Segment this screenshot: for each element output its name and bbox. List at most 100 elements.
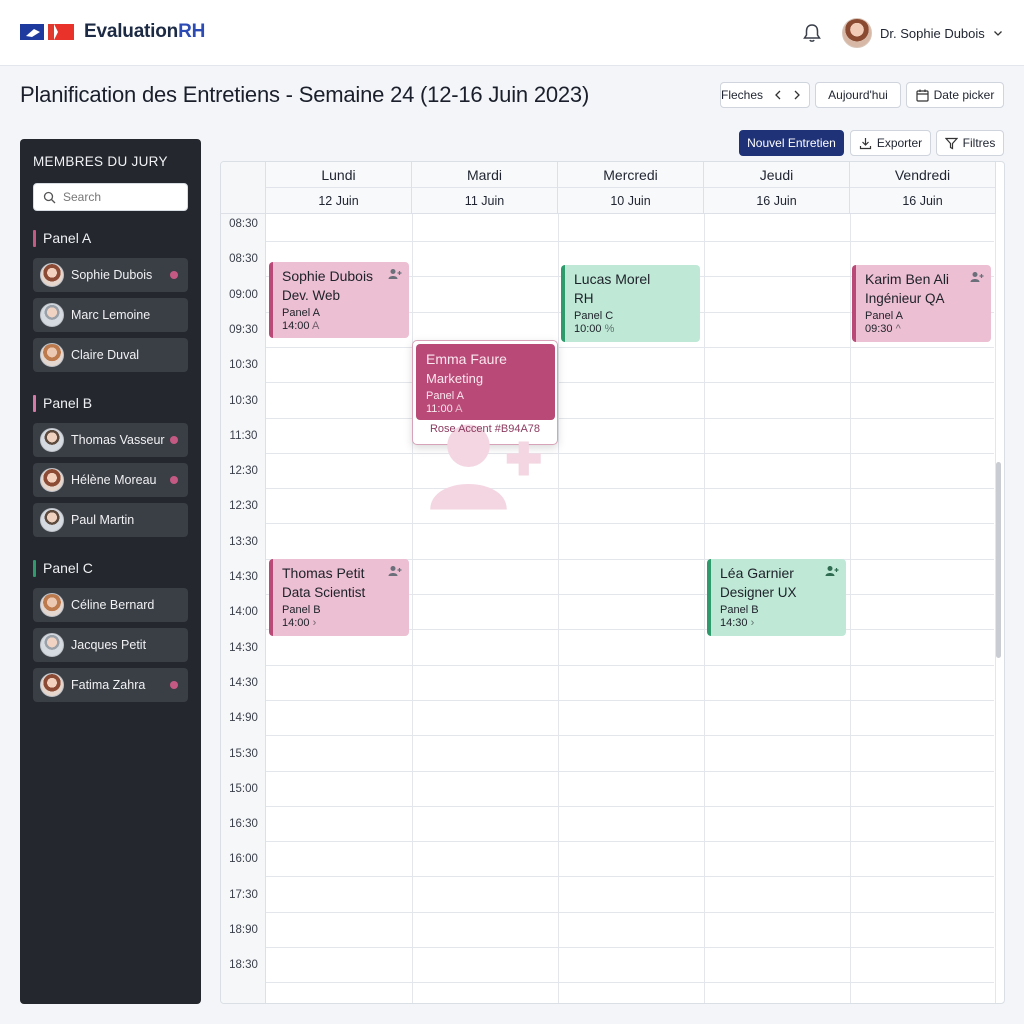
download-icon [859,137,871,149]
search-box[interactable] [33,183,188,211]
day-date: 16 Juin [756,194,797,208]
status-dot [170,476,178,484]
search-input[interactable] [63,190,173,204]
grid-row-line [266,911,994,913]
event-time-value: 14:00 [282,320,310,332]
filter-button[interactable]: Filtres [936,130,1004,156]
add-person-icon[interactable] [388,268,402,280]
panel-b-color-bar [33,394,36,412]
event-thomas-petit[interactable]: Thomas Petit Data Scientist Panel B 14:0… [269,559,409,636]
time-label: 14:30 [229,571,258,583]
avatar [40,428,64,452]
member-helene-moreau[interactable]: Hélène Moreau [33,463,188,497]
event-lucas-morel[interactable]: Lucas Morel RH Panel C 10:00 % [561,265,700,342]
member-thomas-vasseur[interactable]: Thomas Vasseur [33,423,188,457]
bell-icon[interactable] [802,22,822,44]
panel-b-heading[interactable]: Panel B [33,394,92,412]
status-dot [170,436,178,444]
time-label: 17:30 [229,888,258,901]
member-claire-duval[interactable]: Claire Duval [33,338,188,372]
event-mark: › [312,617,317,629]
member-name: Claire Duval [71,348,140,362]
member-name: Céline Bernard [71,598,155,612]
chevron-right-icon[interactable] [790,89,804,101]
day-header-mercredi[interactable]: Mercredi 10 Juin [558,162,704,214]
panel-a-heading[interactable]: Panel A [33,229,91,247]
event-emma-faure-selected[interactable]: Emma Faure Marketing Panel A 11:00 A Ros… [412,340,558,510]
grid-row-line [266,876,994,878]
member-paul-martin[interactable]: Paul Martin [33,503,188,537]
grid-row-line [266,947,994,948]
member-jacques-petit[interactable]: Jacques Petit [33,628,188,662]
time-label: 09:30 [229,323,258,336]
time-label: 12:30 [229,500,258,513]
calendar-scrollbar[interactable] [996,462,1001,658]
app-logo[interactable]: EvaluationRH [20,20,205,44]
avatar [40,673,64,697]
member-sophie-dubois[interactable]: Sophie Dubois [33,258,188,292]
day-header-lundi[interactable]: Lundi 12 Juin [266,162,412,214]
event-name: Emma Faure [426,351,507,367]
sidebar-title: MEMBRES DU JURY [33,154,168,169]
export-button[interactable]: Exporter [850,130,931,156]
event-role: Marketing [426,371,484,386]
day-header-jeudi[interactable]: Jeudi 16 Juin [704,162,850,214]
member-name: Paul Martin [71,513,135,527]
today-button[interactable]: Aujourd'hui [815,82,901,108]
event-mark: › [750,617,755,629]
day-header-vendredi[interactable]: Vendredi 16 Juin [850,162,996,214]
add-person-icon[interactable] [426,416,545,518]
grid-row-line [266,629,994,631]
event-lea-garnier[interactable]: Léa Garnier Designer UX Panel B 14:30 › [707,559,846,636]
user-menu[interactable]: Dr. Sophie Dubois [842,16,1003,50]
top-bar: EvaluationRH Dr. Sophie Dubois [0,0,1024,66]
panel-c-heading[interactable]: Panel C [33,559,93,577]
grid-row-line [266,346,994,348]
event-panel: Panel A [282,307,320,319]
member-name: Sophie Dubois [71,268,153,282]
time-label: 14:30 [229,676,258,689]
new-interview-button[interactable]: Nouvel Entretien [739,130,844,156]
time-label: 16:30 [229,818,258,831]
day-name: Vendredi [850,162,995,188]
add-person-icon[interactable] [388,565,402,577]
avatar [40,263,64,287]
day-header-mardi[interactable]: Mardi 11 Juin [412,162,558,214]
grid-row-line [266,382,994,384]
calendar-icon [916,89,929,102]
grid-row-line [266,735,994,737]
grid-column-line [850,214,851,1003]
avatar [40,633,64,657]
event-time: 10:00 % [574,323,691,336]
avatar [40,468,64,492]
member-marc-lemoine[interactable]: Marc Lemoine [33,298,188,332]
grid-row-line [266,770,994,772]
grid-row-line [266,664,994,666]
event-karim-ben-ali[interactable]: Karim Ben Ali Ingénieur QA Panel A 09:30… [852,265,991,342]
export-label: Exporter [876,136,923,150]
event-name: Lucas Morel [574,271,651,287]
event-role: Data Scientist [282,585,366,600]
chevron-left-icon[interactable] [771,89,785,101]
calendar-corner [221,162,266,214]
panel-c-color-bar [33,559,36,577]
add-person-icon[interactable] [825,565,839,577]
grid-column-line [412,214,413,1003]
week-nav-label: Fleches [721,88,764,102]
event-emma-faure[interactable]: Emma Faure Marketing Panel A 11:00 A [416,344,555,510]
member-name: Marc Lemoine [71,308,151,322]
day-date: 12 Juin [318,194,359,208]
filter-label: Filtres [962,136,996,150]
week-nav-button[interactable]: Fleches [720,82,810,108]
event-time-value: 10:00 [574,323,602,335]
member-celine-bernard[interactable]: Céline Bernard [33,588,188,622]
page-title: Planification des Entretiens - Semaine 2… [20,82,590,107]
status-dot [170,271,178,279]
member-fatima-zahra[interactable]: Fatima Zahra [33,668,188,702]
time-label: 16:00 [229,853,258,866]
day-name: Lundi [266,162,411,188]
date-picker-button[interactable]: Date picker [906,82,1004,108]
event-role: Ingénieur QA [865,291,945,306]
event-sophie-dubois[interactable]: Sophie Dubois Dev. Web Panel A 14:00 A [269,262,409,338]
add-person-icon[interactable] [970,271,984,283]
